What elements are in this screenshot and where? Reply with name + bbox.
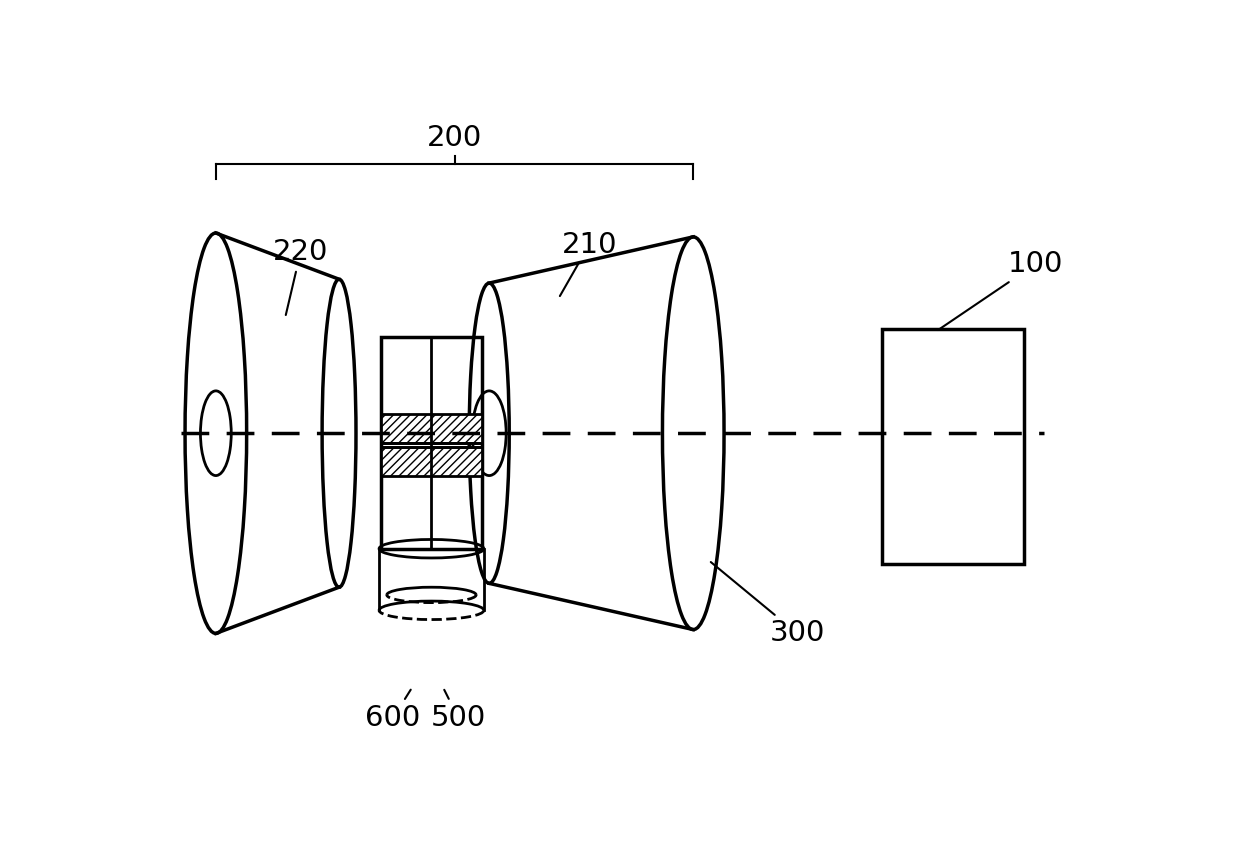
Text: 600: 600 <box>366 689 420 732</box>
Text: 100: 100 <box>939 250 1064 330</box>
Text: 210: 210 <box>560 231 618 296</box>
Text: 300: 300 <box>711 562 825 648</box>
Bar <box>382 414 481 443</box>
Text: 220: 220 <box>273 238 329 315</box>
Bar <box>382 337 481 549</box>
Bar <box>382 447 481 477</box>
Text: 500: 500 <box>430 690 486 732</box>
Bar <box>882 329 1024 564</box>
Text: 200: 200 <box>427 124 482 152</box>
